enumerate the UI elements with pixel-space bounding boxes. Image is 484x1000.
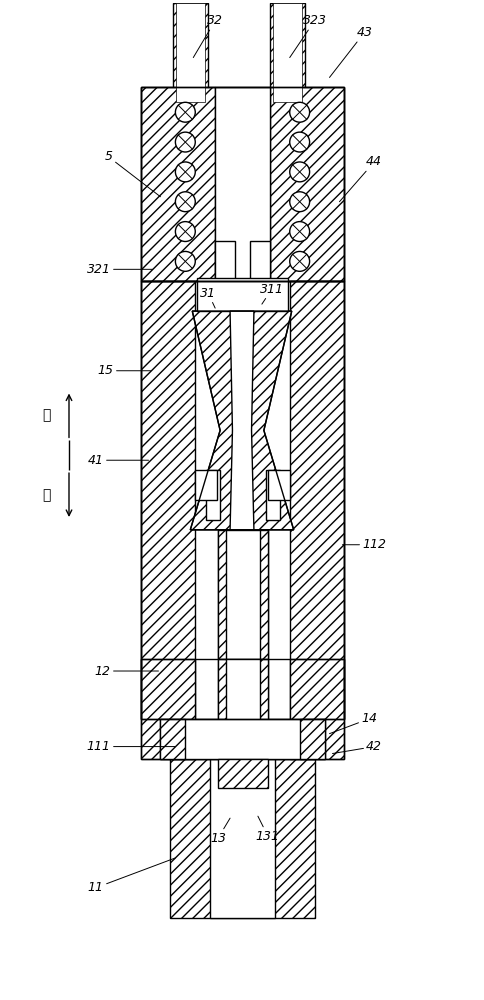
Circle shape [175,251,195,271]
Bar [226,659,260,759]
Polygon shape [230,311,254,530]
Bar [161,719,185,759]
Bar [161,719,325,759]
Bar [273,3,302,102]
Circle shape [175,192,195,212]
Text: 131: 131 [256,816,280,843]
Bar [195,470,217,500]
Circle shape [290,222,310,241]
Text: 15: 15 [98,364,151,377]
Circle shape [290,192,310,212]
Bar [140,659,195,759]
Bar [218,759,268,788]
Circle shape [290,132,310,152]
Circle shape [175,162,195,182]
Bar [140,659,345,759]
Bar [215,87,270,281]
Text: 43: 43 [330,26,372,77]
Text: 311: 311 [260,283,284,304]
Text: 44: 44 [339,155,382,202]
Bar [140,87,215,281]
Text: 14: 14 [330,712,377,734]
Text: 后: 后 [42,408,50,422]
Bar [210,759,275,918]
Polygon shape [218,530,268,759]
Circle shape [175,132,195,152]
Text: 111: 111 [87,740,175,753]
Bar [226,530,260,659]
Bar [206,470,220,520]
Circle shape [175,222,195,241]
Text: 112: 112 [342,538,386,551]
Bar [250,241,270,281]
Bar [215,241,235,281]
Bar [140,281,345,719]
Text: 323: 323 [290,14,327,58]
Text: 31: 31 [200,287,216,308]
Bar [140,87,345,281]
Polygon shape [190,311,294,530]
Circle shape [175,102,195,122]
Bar [270,3,304,102]
Bar [170,759,315,918]
Bar [268,470,290,500]
Bar [218,530,268,659]
Bar [290,281,345,719]
Text: 12: 12 [95,665,158,678]
Bar [300,719,325,759]
Circle shape [290,102,310,122]
Circle shape [290,251,310,271]
Text: 13: 13 [210,818,230,845]
Bar [218,659,268,759]
Text: 41: 41 [88,454,149,467]
Text: 42: 42 [333,740,382,754]
Text: 32: 32 [193,14,223,58]
Bar [197,278,287,311]
Bar [140,281,345,719]
Bar [290,659,345,759]
Text: 321: 321 [87,263,152,276]
Bar [140,281,195,719]
Text: 11: 11 [88,858,175,894]
Circle shape [290,162,310,182]
Text: 5: 5 [105,150,161,197]
Bar [176,3,205,102]
Text: 前: 前 [42,488,50,502]
Bar [266,470,280,520]
Bar [270,87,345,281]
Bar [173,3,208,102]
Bar [140,87,345,281]
